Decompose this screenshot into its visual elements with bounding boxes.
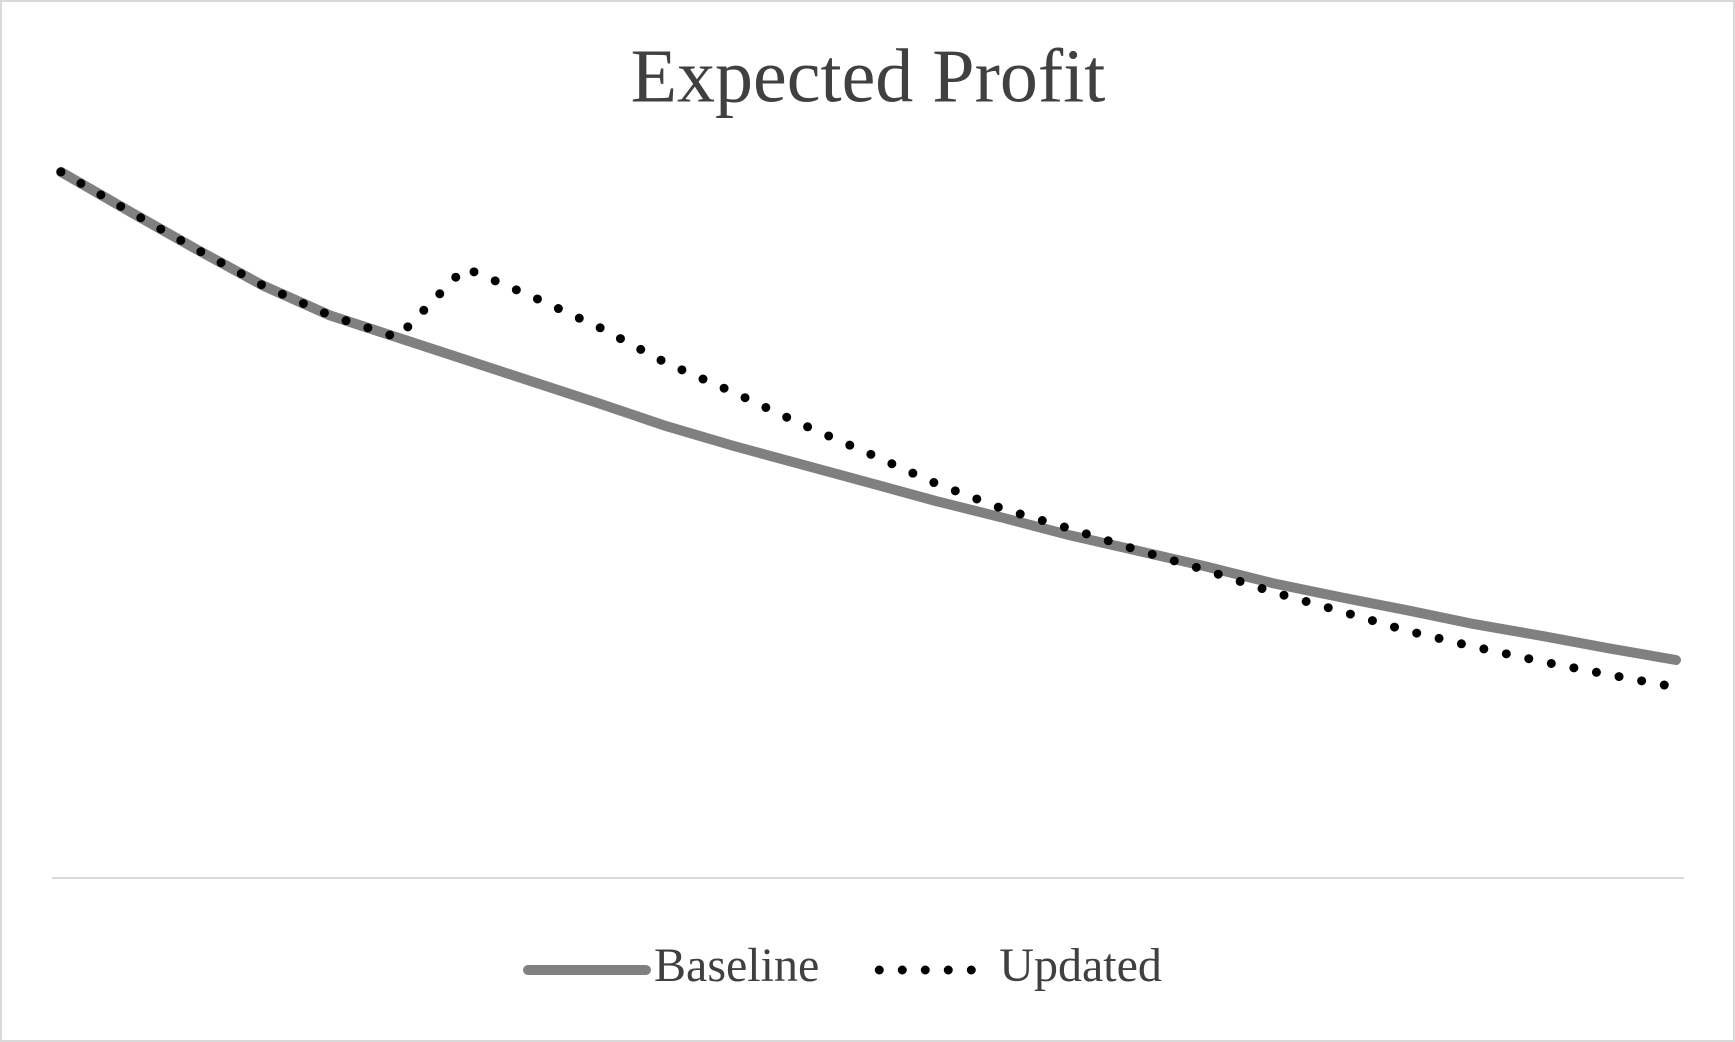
line-series xyxy=(56,167,1681,692)
legend-label: Baseline xyxy=(654,939,819,992)
plot-area xyxy=(56,166,1681,692)
legend-label: Updated xyxy=(999,939,1162,992)
chart-title: Expected Profit xyxy=(631,34,1106,118)
line-series xyxy=(56,166,1681,665)
legend: Baseline Updated xyxy=(523,939,1162,992)
